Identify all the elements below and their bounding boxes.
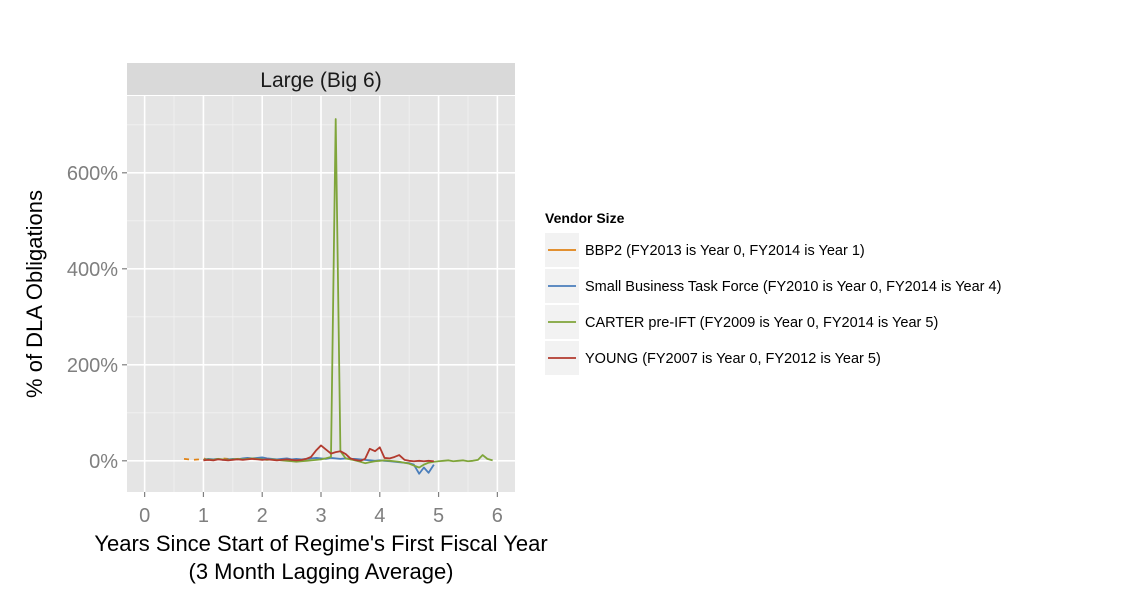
y-axis: 0% 200% 400% 600% xyxy=(67,163,127,473)
legend-label-1: BBP2 (FY2013 is Year 0, FY2014 is Year 1… xyxy=(585,243,865,259)
x-tick-label: 2 xyxy=(257,505,268,527)
x-tick-label: 5 xyxy=(433,505,444,527)
legend-title: Vendor Size xyxy=(545,210,625,226)
y-tick-label: 200% xyxy=(67,355,118,377)
y-tick-label: 600% xyxy=(67,163,118,185)
y-tick-label: 0% xyxy=(89,451,118,473)
facet-title: Large (Big 6) xyxy=(260,69,381,92)
x-axis: 0 1 2 3 4 5 6 xyxy=(139,492,503,527)
legend-label-2: Small Business Task Force (FY2010 is Yea… xyxy=(585,279,1001,295)
x-tick-label: 6 xyxy=(492,505,503,527)
x-tick-label: 1 xyxy=(198,505,209,527)
x-tick-label: 4 xyxy=(374,505,385,527)
series-layer xyxy=(183,118,493,475)
y-tick-label: 400% xyxy=(67,259,118,281)
x-axis-title-line1: Years Since Start of Regime's First Fisc… xyxy=(94,531,547,556)
x-axis-title-line2: (3 Month Lagging Average) xyxy=(189,559,454,584)
grid xyxy=(127,96,515,492)
series-line-4 xyxy=(203,444,434,463)
facet-strip xyxy=(127,63,515,95)
y-axis-title: % of DLA Obligations xyxy=(22,190,47,398)
x-tick-label: 0 xyxy=(139,505,150,527)
legend-label-4: YOUNG (FY2007 is Year 0, FY2012 is Year … xyxy=(585,351,881,367)
x-tick-label: 3 xyxy=(315,505,326,527)
legend: Vendor Size BBP2 (FY2013 is Year 0, FY20… xyxy=(545,210,1001,375)
legend-label-3: CARTER pre-IFT (FY2009 is Year 0, FY2014… xyxy=(585,315,938,331)
